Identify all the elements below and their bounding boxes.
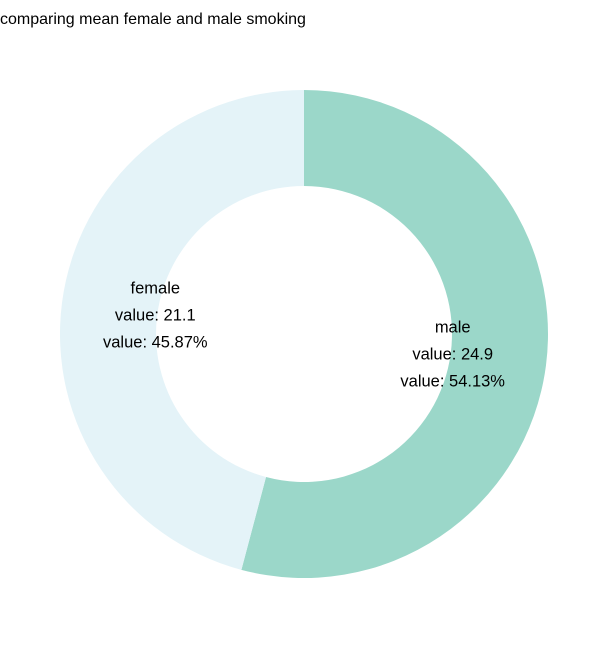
slices-layer (60, 89, 549, 578)
slice-label-line: female (131, 280, 181, 298)
slice-label-line: value: 45.87% (103, 334, 208, 352)
slice-female (60, 89, 304, 570)
labels-layer: male value: 24.9 value: 54.13% female value:… (103, 280, 505, 391)
slice-label-male: male value: 24.9 value: 54.13% (400, 318, 505, 390)
slice-label-line: value: 21.1 (115, 307, 196, 325)
chart-title: comparing mean female and male smoking (0, 11, 306, 28)
slice-male (241, 90, 549, 578)
slice-label-female: female value: 21.1 value: 45.87% (103, 280, 208, 352)
slice-label-line: value: 54.13% (400, 372, 505, 390)
slice-label-line: value: 24.9 (412, 345, 493, 363)
slice-label-line: male (435, 318, 471, 336)
